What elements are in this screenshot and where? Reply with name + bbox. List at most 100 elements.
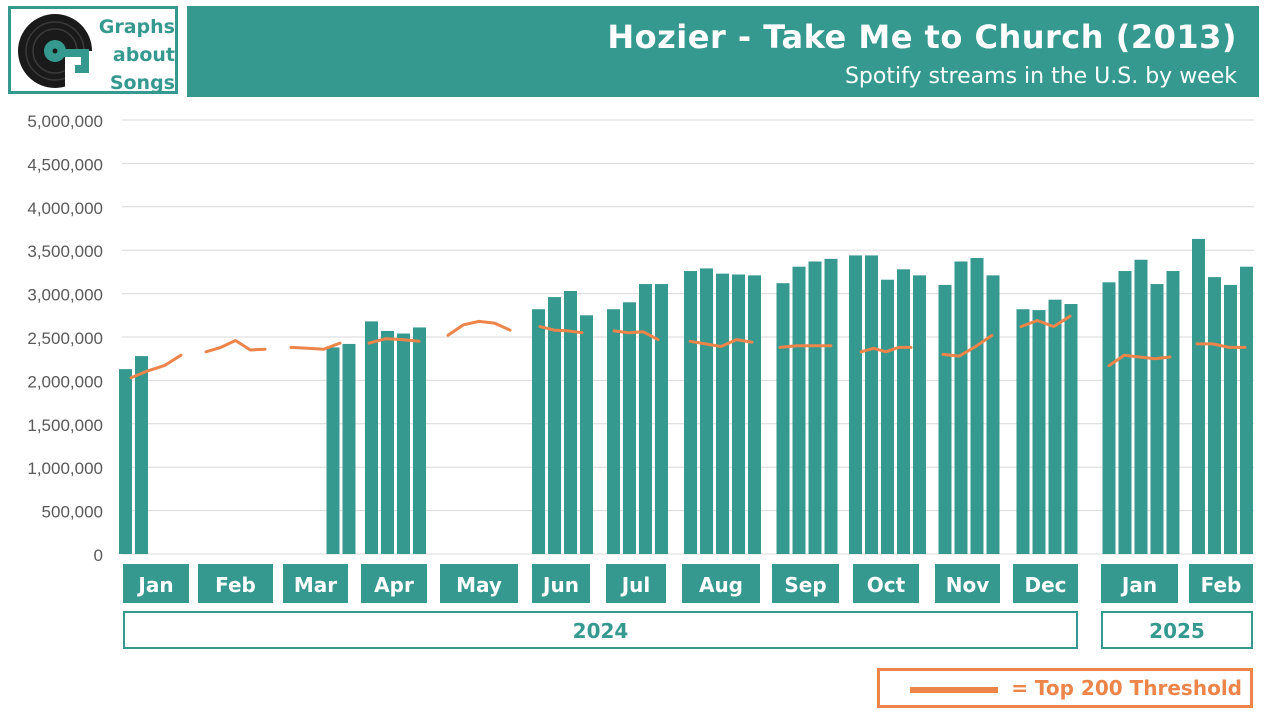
month-label-box	[606, 564, 666, 603]
logo-line: Graphs	[98, 16, 175, 38]
legend: = Top 200 Threshold	[877, 668, 1253, 708]
month-label-box	[682, 564, 760, 603]
month-label: Feb	[1201, 573, 1242, 597]
stream-bar	[381, 330, 394, 554]
stream-bar	[897, 269, 910, 554]
stream-bar	[413, 327, 426, 554]
year-label: 2025	[1149, 619, 1205, 643]
stream-bar	[1016, 309, 1030, 554]
y-tick-label: 500,000	[42, 503, 103, 522]
threshold-line	[538, 325, 584, 335]
stream-bar	[716, 273, 729, 554]
y-tick-label: 3,500,000	[27, 242, 103, 261]
y-tick-label: 2,000,000	[27, 372, 103, 391]
threshold-line	[941, 333, 994, 358]
month-label: Apr	[374, 573, 414, 597]
stream-bar	[792, 266, 806, 554]
stream-bar	[1166, 271, 1180, 554]
stream-bar	[1064, 304, 1078, 554]
month-label-box	[1101, 564, 1178, 603]
stream-bar	[938, 284, 952, 554]
stream-bar	[655, 284, 668, 554]
threshold-line	[1019, 314, 1072, 329]
legend-threshold-swatch	[910, 687, 998, 693]
stream-bar	[865, 255, 878, 554]
stream-bar	[1032, 310, 1046, 554]
stream-bar	[1150, 284, 1164, 554]
stream-bar	[824, 258, 838, 554]
stream-bar	[397, 333, 410, 554]
threshold-line	[859, 345, 913, 354]
threshold-line	[688, 338, 754, 348]
stream-bar	[1134, 259, 1148, 554]
chart-subtitle: Spotify streams in the U.S. by week	[844, 64, 1237, 89]
month-label: Mar	[294, 573, 337, 597]
month-label: Dec	[1024, 573, 1066, 597]
year-label: 2024	[573, 619, 629, 643]
month-label: Aug	[699, 573, 743, 597]
stream-bar	[954, 261, 968, 554]
month-label-box	[361, 564, 427, 603]
logo: Graphs about Songs	[8, 6, 178, 94]
stream-bar	[326, 347, 340, 554]
stream-bar	[1208, 277, 1221, 554]
stream-bar	[808, 261, 822, 554]
stream-bar	[564, 290, 577, 554]
stream-bar	[970, 258, 984, 554]
y-tick-label: 2,500,000	[27, 329, 103, 348]
chart-area: 0 500,000 1,000,000 1,500,000 2,000,000 2,500…	[27, 112, 1254, 649]
stream-bar	[700, 268, 713, 554]
chart-title: Hozier - Take Me to Church (2013)	[607, 18, 1237, 56]
month-label-box	[1189, 564, 1253, 603]
y-tick-label: 4,000,000	[27, 199, 103, 218]
stream-bar	[1240, 266, 1253, 554]
month-label-box	[198, 564, 273, 603]
threshold-line	[129, 353, 183, 380]
threshold-line	[367, 337, 421, 345]
stream-bar	[532, 309, 545, 554]
y-tick-label: 4,500,000	[27, 155, 103, 174]
threshold-line	[446, 319, 512, 337]
threshold-line	[612, 329, 660, 342]
month-label: May	[456, 573, 502, 597]
month-label-box	[935, 564, 1000, 603]
month-label: Jan	[136, 573, 173, 597]
legend-label: = Top 200 Threshold	[1011, 676, 1242, 700]
month-label: Nov	[946, 573, 990, 597]
month-label-box	[123, 564, 189, 603]
y-tick-label: 3,000,000	[27, 286, 103, 305]
stream-bar	[1192, 238, 1205, 554]
stream-bar	[748, 275, 761, 554]
stream-bar	[1102, 282, 1116, 554]
month-label: Oct	[867, 573, 906, 597]
stream-bar	[135, 356, 148, 554]
month-label: Jul	[620, 573, 651, 597]
threshold-line	[204, 339, 267, 354]
month-label-box	[283, 564, 348, 603]
y-tick-label: 1,500,000	[27, 416, 103, 435]
month-label-box	[772, 564, 839, 603]
header-banner: Hozier - Take Me to Church (2013) Spotif…	[187, 6, 1259, 97]
threshold-line	[778, 344, 833, 349]
stream-bar	[607, 309, 620, 554]
month-label-box	[1013, 564, 1078, 603]
stream-bar	[849, 255, 862, 554]
stream-bar	[342, 343, 356, 554]
stream-bar	[580, 315, 593, 554]
month-label-box	[532, 564, 590, 603]
month-label: Jun	[541, 573, 579, 597]
threshold-line	[289, 341, 342, 351]
stream-bar	[1118, 271, 1132, 554]
stream-bar	[732, 274, 745, 554]
y-tick-label: 1,000,000	[27, 459, 103, 478]
stream-bar	[119, 369, 132, 554]
stream-bar	[1224, 284, 1237, 554]
stream-bar	[913, 275, 926, 554]
month-label-box	[440, 564, 518, 603]
stream-bar	[548, 297, 561, 554]
year-label-box	[123, 611, 1078, 649]
stream-bar	[986, 275, 1000, 554]
month-label: Jan	[1120, 573, 1157, 597]
stream-bar	[623, 302, 636, 554]
threshold-line	[1195, 342, 1247, 349]
